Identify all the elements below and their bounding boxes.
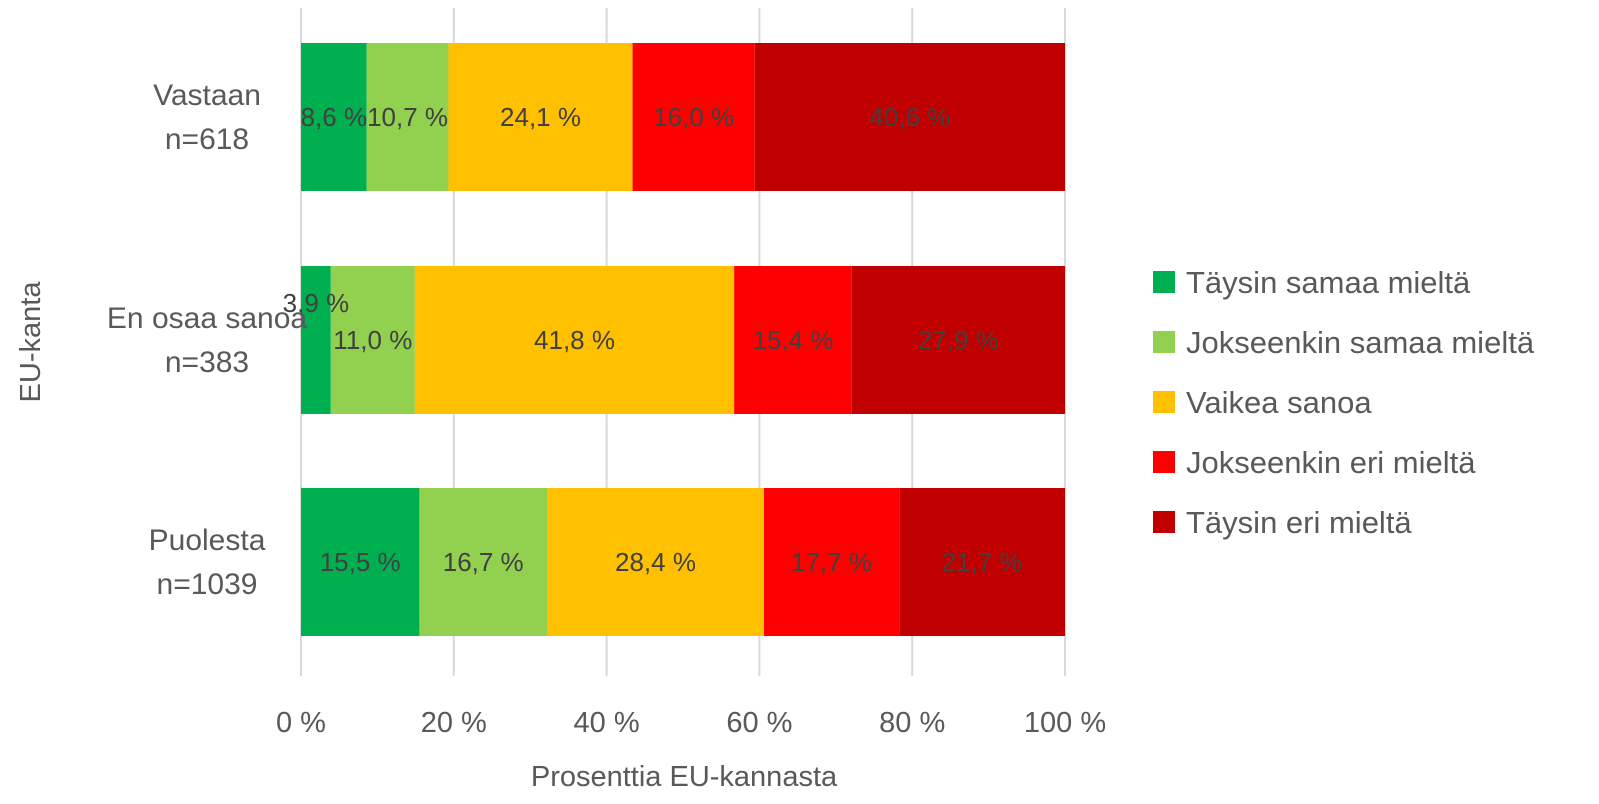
- data-label: 17,7 %: [791, 547, 872, 577]
- data-label: 27,9 %: [918, 325, 999, 355]
- legend-label: Jokseenkin eri mieltä: [1186, 445, 1476, 480]
- bar-segment: [754, 43, 1065, 191]
- bar-segment: [448, 43, 633, 191]
- x-tick-label: 0 %: [276, 707, 326, 739]
- data-label: 10,7 %: [367, 102, 448, 132]
- bar-segment: [632, 43, 755, 191]
- data-label: 40,6 %: [869, 102, 950, 132]
- data-label: 28,4 %: [615, 547, 696, 577]
- category-label: Vastaan n=618: [153, 79, 261, 156]
- data-label: 15,4 %: [753, 325, 834, 355]
- legend-swatch: [1153, 271, 1175, 293]
- bar-segment: [301, 488, 420, 636]
- legend-swatch: [1153, 391, 1175, 413]
- legend-label: Jokseenkin samaa mieltä: [1186, 325, 1535, 360]
- bar-segment: [899, 488, 1065, 636]
- category-label: Puolesta n=1039: [149, 524, 266, 601]
- bar-segment: [414, 266, 735, 414]
- data-label: 21,7 %: [942, 547, 1023, 577]
- category-labels: Vastaan n=618 En osaa sanoa n=383 Puolesta n=…: [107, 79, 307, 601]
- x-tick-label: 40 %: [574, 707, 640, 739]
- x-tick-label: 20 %: [421, 707, 487, 739]
- data-label: 8,6 %: [301, 102, 368, 132]
- bar-segment: [366, 43, 449, 191]
- data-label: 16,0 %: [653, 102, 734, 132]
- bar-segment: [547, 488, 764, 636]
- bar-segment: [301, 43, 367, 191]
- data-label: 11,0 %: [333, 325, 412, 355]
- legend-swatch: [1153, 331, 1175, 353]
- data-label: 24,1 %: [500, 102, 581, 132]
- bar-segment: [734, 266, 852, 414]
- x-axis-ticks: 0 % 20 % 40 % 60 % 80 % 100 %: [276, 707, 1106, 739]
- legend-swatch: [1153, 511, 1175, 533]
- x-tick-label: 60 %: [726, 707, 792, 739]
- bar-segment: [763, 488, 900, 636]
- data-label: 15,5 %: [320, 547, 401, 577]
- bar-segment: [330, 266, 415, 414]
- legend-label: Täysin samaa mieltä: [1186, 265, 1471, 300]
- data-label: 41,8 %: [534, 325, 615, 355]
- data-label: 16,7 %: [443, 547, 524, 577]
- legend-label: Vaikea sanoa: [1186, 385, 1372, 420]
- x-axis-title: Prosenttia EU-kannasta: [531, 761, 838, 793]
- y-axis-title: EU-kanta: [15, 281, 47, 403]
- bars: [301, 43, 1065, 636]
- data-label: 3,9 %: [283, 288, 350, 318]
- legend-label: Täysin eri mieltä: [1186, 505, 1412, 540]
- category-label: En osaa sanoa n=383: [107, 302, 307, 379]
- data-labels: 8,6 % 10,7 % 24,1 % 16,0 % 40,6 % 3,9 % 11,0 %…: [283, 102, 1023, 577]
- bar-segment: [301, 266, 331, 414]
- x-tick-label: 80 %: [879, 707, 945, 739]
- legend-swatch: [1153, 451, 1175, 473]
- bar-segment: [851, 266, 1065, 414]
- x-tick-label: 100 %: [1024, 707, 1106, 739]
- legend: Täysin samaa mieltä Jokseenkin samaa miel…: [1153, 265, 1535, 540]
- bar-segment: [419, 488, 548, 636]
